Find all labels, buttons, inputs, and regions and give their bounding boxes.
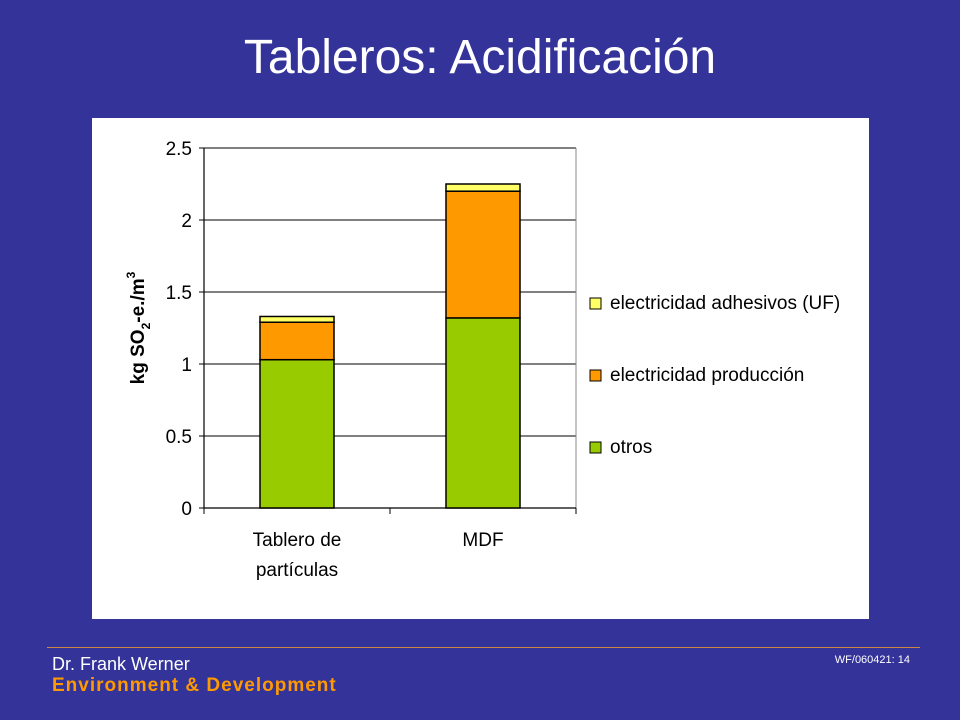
bar-segment bbox=[445, 183, 521, 192]
legend-label: electricidad adhesivos (UF) bbox=[610, 293, 840, 314]
legend-swatch bbox=[589, 297, 602, 310]
y-tick-label: 1 bbox=[181, 355, 192, 376]
y-tick-label: 0 bbox=[181, 499, 192, 520]
y-tick-label: 2 bbox=[181, 211, 192, 232]
footer-department: Environment & Development bbox=[52, 675, 337, 696]
x-category-label: partículas bbox=[256, 560, 338, 581]
y-axis-label-text: kg SO2-e./m3 bbox=[124, 271, 153, 384]
chart-panel: 0 0.5 1 1.5 2 2.5 Tablero de partículas MDF kg SO… bbox=[92, 118, 869, 619]
y-tick-label: 0.5 bbox=[166, 427, 192, 448]
x-category-label: Tablero de bbox=[253, 530, 342, 551]
bar-segment bbox=[259, 321, 335, 361]
y-tick-label: 1.5 bbox=[166, 283, 192, 304]
legend-label: electricidad producción bbox=[610, 365, 804, 386]
footer-author: Dr. Frank Werner bbox=[52, 654, 190, 674]
bar-segment bbox=[259, 358, 335, 509]
bar-segment bbox=[445, 317, 521, 509]
y-axis-label: kg SO2-e./m3 bbox=[124, 271, 153, 384]
stacked-bar-chart: 0 0.5 1 1.5 2 2.5 Tablero de partículas MDF kg SO… bbox=[124, 139, 840, 581]
legend-swatch bbox=[589, 441, 602, 454]
bar-segment bbox=[445, 190, 521, 319]
footer-divider bbox=[47, 647, 920, 648]
legend-label: otros bbox=[610, 437, 652, 458]
legend-swatch bbox=[589, 369, 602, 382]
bar-segment bbox=[259, 315, 335, 323]
y-tick-label: 2.5 bbox=[166, 139, 192, 160]
slide-code: WF/060421: 14 bbox=[834, 654, 910, 666]
slide-title: Tableros: Acidificación bbox=[243, 31, 717, 84]
x-category-label: MDF bbox=[462, 530, 503, 551]
